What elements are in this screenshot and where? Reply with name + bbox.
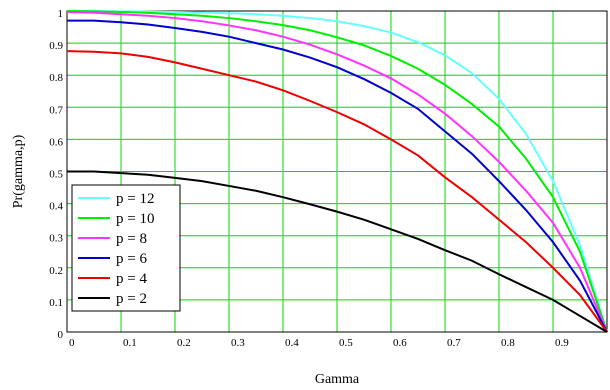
legend-label: p = 6 (116, 251, 147, 267)
series-line-p-10 (66, 10, 608, 333)
x-tick-label: 0 (69, 337, 75, 349)
y-tick-label: 0.9 (49, 40, 63, 52)
x-tick-label: 0.1 (123, 337, 137, 349)
series-line-p-2 (67, 170, 608, 333)
y-tick-label: 0.8 (49, 72, 63, 84)
series-line-p-12 (67, 10, 608, 333)
legend-box (71, 184, 181, 312)
legend-label: p = 12 (116, 191, 154, 207)
y-tick-label: 0.6 (49, 136, 63, 148)
x-tick-label: 0.6 (393, 337, 407, 349)
x-axis-label: Gamma (315, 372, 360, 387)
legend-label: p = 8 (116, 231, 147, 247)
series-line-p-6 (67, 19, 608, 333)
series-line-p-4 (66, 50, 608, 333)
x-tick-label: 0.9 (555, 337, 569, 349)
y-tick-label: 0.1 (49, 297, 63, 309)
series-lines (66, 10, 608, 333)
y-tick-labels: 0 0.1 0.2 0.3 0.4 0.5 0.6 0.7 0.8 0.9 1 (49, 8, 63, 341)
y-tick-label: 0.5 (49, 169, 63, 181)
y-tick-label: 0.7 (49, 104, 63, 116)
y-tick-label: 0.2 (49, 265, 63, 277)
x-tick-label: 0.8 (501, 337, 515, 349)
x-tick-label: 0.3 (231, 337, 245, 349)
x-tick-label: 0.5 (339, 337, 353, 349)
x-tick-label: 0.7 (447, 337, 461, 349)
series-line-p-8 (66, 10, 608, 333)
x-tick-labels: 00.10.20.30.40.50.60.70.80.91 (69, 337, 610, 349)
legend: p = 12 p = 10 p = 8 p = 6 p = 4 p = 2 (71, 184, 181, 312)
legend-label: p = 2 (116, 291, 147, 307)
legend-label: p = 4 (116, 271, 147, 287)
y-tick-label: 0 (58, 329, 64, 341)
y-tick-label: 0.3 (49, 233, 63, 245)
x-tick-label: 0.4 (285, 337, 299, 349)
x-tick-label: 0.2 (177, 337, 191, 349)
y-tick-label: 1 (58, 8, 64, 20)
legend-label: p = 10 (116, 211, 154, 227)
y-tick-label: 0.4 (49, 201, 63, 213)
y-axis-label: Pr(gamma,p) (11, 134, 26, 208)
